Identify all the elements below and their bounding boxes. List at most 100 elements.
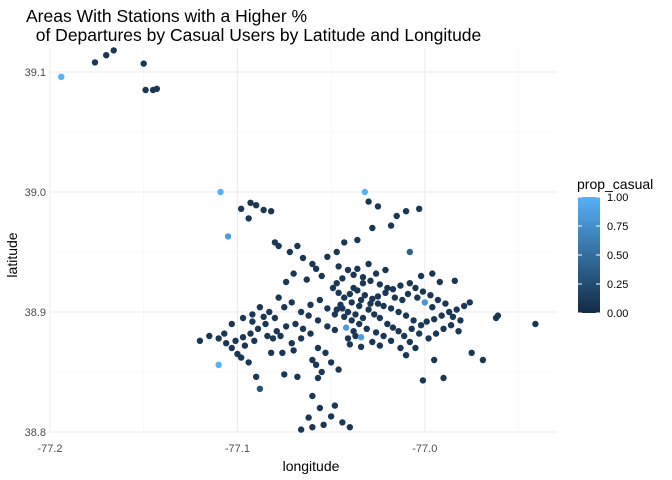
y-tick-label: 38.9 [25,307,46,319]
data-point [290,270,297,277]
data-point [532,320,539,328]
data-point [402,312,410,319]
data-point [408,325,415,332]
data-point [359,280,367,287]
data-point [264,332,271,340]
data-point [348,299,355,306]
data-point [376,281,384,288]
data-point [382,289,389,296]
data-point [322,349,329,356]
data-point [309,356,316,364]
data-point [429,270,436,277]
data-point [307,330,314,337]
y-axis-title: latitude [4,232,20,277]
data-point [419,377,427,384]
data-point [356,302,363,310]
data-point [344,308,352,316]
data-point [399,296,406,304]
data-point [275,242,282,250]
data-point [365,306,372,313]
data-point [352,311,359,318]
data-point [335,263,342,270]
data-point [494,312,502,319]
data-point [455,328,462,335]
data-point [316,404,324,412]
data-point [402,352,410,359]
data-point [354,236,361,244]
data-point [58,73,65,81]
data-point [361,188,369,196]
data-point [281,371,288,378]
data-point [251,337,258,344]
data-point [346,341,354,348]
data-point [318,368,325,376]
data-point [309,392,316,400]
data-point [371,311,378,318]
data-point [453,306,460,313]
data-point [110,47,117,54]
data-point [247,330,254,337]
data-point [309,424,316,431]
data-point [305,414,312,421]
data-point [451,277,458,284]
data-point [297,308,305,316]
data-point [380,302,387,310]
data-point [374,300,382,307]
data-point [419,288,427,295]
legend-title: prop_casual [577,176,653,192]
data-point [404,290,412,298]
data-point [350,271,357,278]
data-point [415,330,423,337]
data-point [438,312,445,319]
data-point [395,308,402,316]
data-points [58,47,539,433]
data-point [252,373,260,380]
data-point [406,338,414,346]
data-point [348,317,355,324]
data-point [297,335,305,342]
data-point [397,282,404,289]
data-point [222,340,230,347]
data-point [374,203,382,210]
data-point [247,199,254,206]
data-point [384,284,391,292]
data-point [339,419,346,426]
data-point [367,300,374,307]
data-point [294,242,301,250]
data-point [228,344,235,352]
data-point [372,270,380,277]
data-point [374,293,382,300]
data-point [232,337,239,344]
data-point [234,350,241,358]
data-point [363,325,370,332]
data-point [292,320,299,328]
data-point [414,294,421,301]
data-point [333,306,340,313]
data-point [406,280,414,287]
chart-title-line-1: Areas With Stations with a Higher % [26,6,307,26]
data-point [417,322,425,329]
data-point [279,349,286,356]
data-point [357,296,365,304]
data-point [307,301,314,308]
data-point [402,208,410,215]
data-point [339,275,346,282]
data-point [389,286,397,293]
data-point [254,325,262,332]
data-point [277,332,284,340]
data-point [365,198,372,205]
data-point [331,326,339,334]
data-point [436,278,444,286]
data-point [442,300,449,307]
data-point [196,337,204,344]
data-point [380,332,387,340]
data-point [354,265,361,272]
y-tick-label: 39.1 [25,67,46,79]
data-point [440,374,447,382]
data-point [387,305,395,312]
y-tick-label: 39.0 [25,187,46,199]
data-point [327,413,335,420]
data-point [252,202,260,209]
data-point [273,328,280,335]
